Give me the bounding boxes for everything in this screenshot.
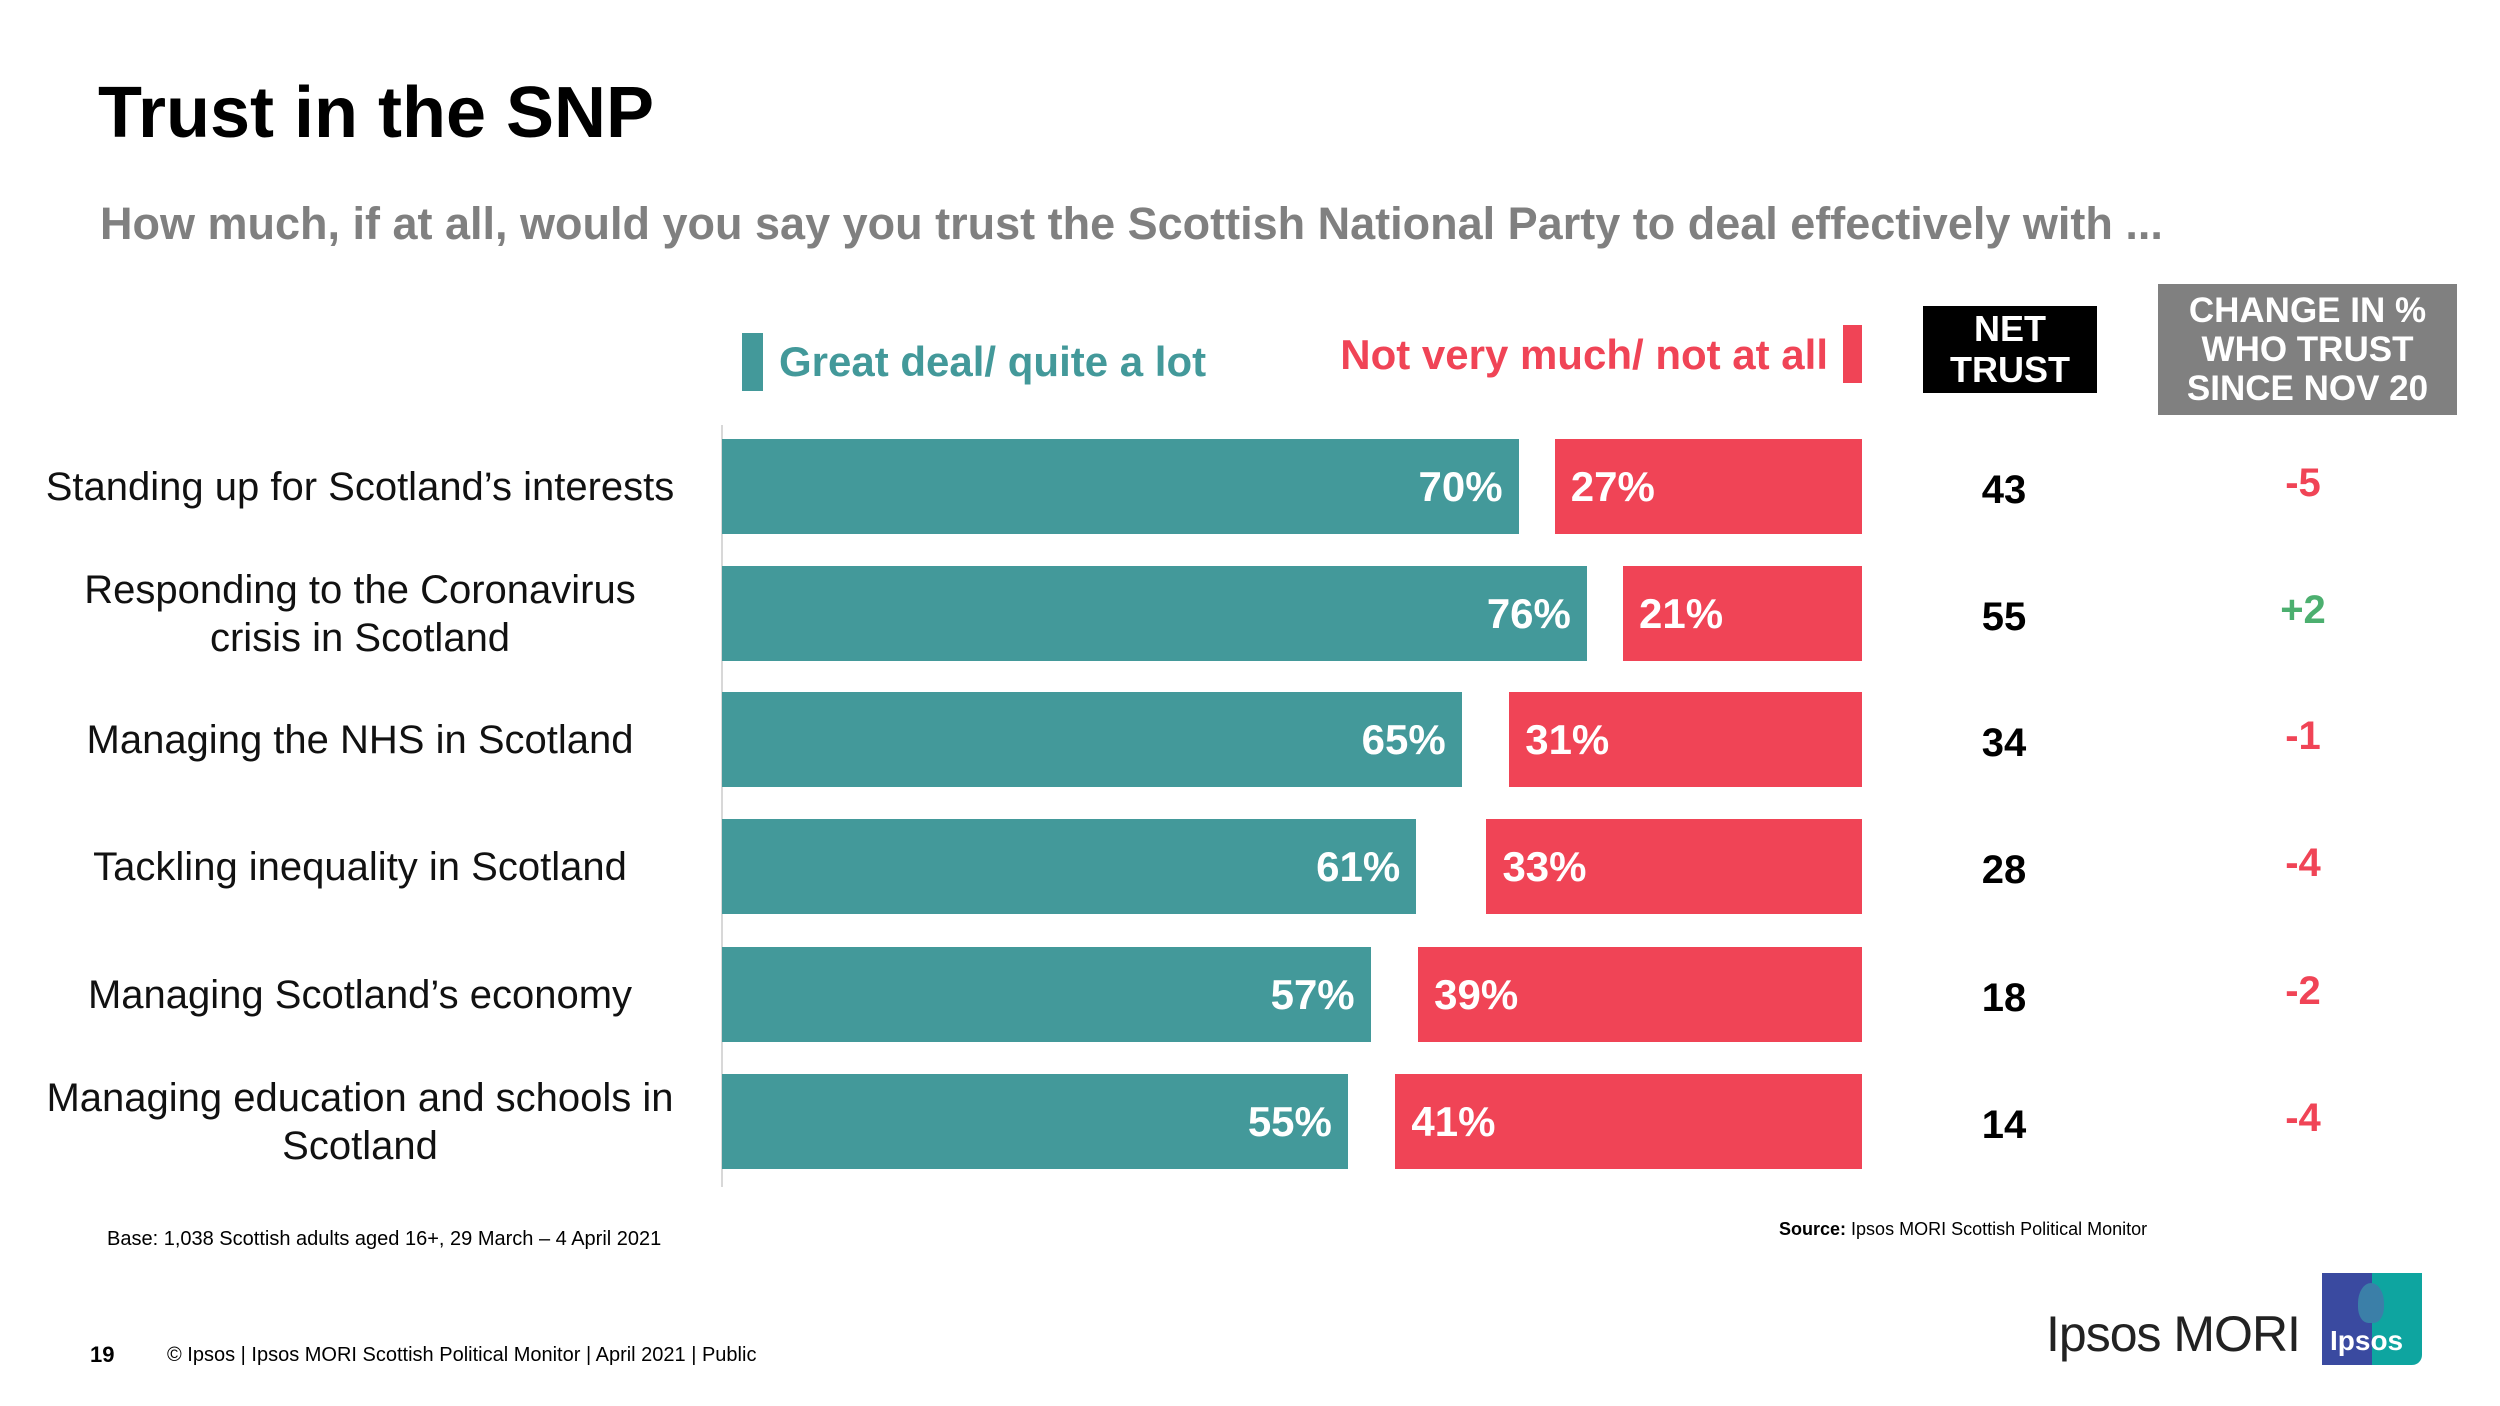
bar-trust: 57% bbox=[722, 947, 1371, 1042]
bar-distrust: 39% bbox=[1418, 947, 1862, 1042]
legend-label-distrust: Not very much/ not at all bbox=[1340, 331, 1828, 378]
net-trust-value: 55 bbox=[1981, 595, 2027, 639]
data-label-trust: 61% bbox=[1316, 842, 1401, 890]
bar-distrust: 21% bbox=[1623, 566, 1862, 661]
change-header-line: SINCE NOV 20 bbox=[2186, 369, 2429, 409]
bar-distrust: 33% bbox=[1486, 819, 1862, 914]
net-trust-header: NET TRUST bbox=[1923, 306, 2097, 393]
bar-trust: 61% bbox=[722, 819, 1417, 914]
category-axis-line bbox=[721, 425, 723, 1187]
legend-swatch-trust bbox=[742, 333, 763, 391]
bar-trust: 76% bbox=[722, 566, 1587, 661]
category-label: Standing up for Scotland’s interests bbox=[45, 464, 675, 509]
copyright: © Ipsos | Ipsos MORI Scottish Political … bbox=[167, 1344, 757, 1366]
legend-label-trust: Great deal/ quite a lot bbox=[779, 338, 1207, 385]
data-label-trust: 57% bbox=[1270, 970, 1355, 1018]
category-label: Managing Scotland’s economy bbox=[87, 972, 633, 1017]
data-label-distrust: 27% bbox=[1570, 462, 1655, 510]
change-header: CHANGE IN % WHO TRUST SINCE NOV 20 bbox=[2158, 284, 2457, 415]
source-text: Ipsos MORI Scottish Political Monitor bbox=[1851, 1219, 2148, 1239]
change-value: -5 bbox=[2285, 461, 2321, 505]
change-value: -1 bbox=[2285, 714, 2321, 758]
data-label-distrust: 39% bbox=[1434, 970, 1519, 1018]
ipsos-logo-head-icon bbox=[2358, 1283, 2384, 1323]
page-number: 19 bbox=[90, 1342, 115, 1367]
data-label-distrust: 41% bbox=[1411, 1097, 1496, 1145]
bar-trust: 65% bbox=[722, 692, 1462, 787]
legend-swatch-distrust bbox=[1843, 325, 1862, 383]
source-label: Source: bbox=[1779, 1219, 1847, 1239]
base-note: Base: 1,038 Scottish adults aged 16+, 29… bbox=[107, 1228, 662, 1250]
bar-trust: 55% bbox=[722, 1074, 1348, 1169]
net-trust-value: 28 bbox=[1981, 848, 2027, 892]
net-header-line: TRUST bbox=[1950, 348, 2070, 390]
change-value: -2 bbox=[2285, 969, 2321, 1013]
net-trust-value: 14 bbox=[1981, 1103, 2027, 1147]
data-label-distrust: 31% bbox=[1525, 715, 1610, 763]
bar-distrust: 27% bbox=[1554, 439, 1862, 534]
change-header-line: WHO TRUST bbox=[2201, 329, 2414, 369]
net-header-line: NET bbox=[1974, 308, 2046, 350]
net-trust-value: 34 bbox=[1981, 721, 2027, 765]
logo-text: Ipsos bbox=[2330, 1325, 2404, 1356]
change-value: +2 bbox=[2280, 588, 2326, 632]
page-subtitle: How much, if at all, would you say you t… bbox=[100, 198, 2163, 249]
category-label: Managing the NHS in Scotland bbox=[86, 717, 634, 762]
ipsos-logo: Ipsos bbox=[2322, 1273, 2422, 1365]
data-label-trust: 55% bbox=[1247, 1097, 1332, 1145]
net-trust-value: 18 bbox=[1981, 976, 2027, 1020]
brand-wordmark: Ipsos MORI bbox=[2046, 1306, 2301, 1362]
bar-distrust: 31% bbox=[1509, 692, 1862, 787]
category-label: Tackling inequality in Scotland bbox=[93, 844, 627, 889]
bar-trust: 70% bbox=[722, 439, 1519, 534]
data-label-trust: 70% bbox=[1418, 462, 1503, 510]
data-label-distrust: 33% bbox=[1502, 842, 1587, 890]
net-trust-value: 43 bbox=[1981, 468, 2027, 512]
change-header-line: CHANGE IN % bbox=[2188, 290, 2427, 330]
category-label: Responding to the Coronavirus crisis in … bbox=[84, 567, 636, 660]
page-title: Trust in the SNP bbox=[98, 73, 655, 153]
category-label: Managing education and schools in Scotla… bbox=[46, 1075, 674, 1168]
data-label-trust: 76% bbox=[1486, 589, 1571, 637]
bar-distrust: 41% bbox=[1395, 1074, 1862, 1169]
change-value: -4 bbox=[2285, 1096, 2321, 1140]
change-value: -4 bbox=[2285, 841, 2321, 885]
data-label-distrust: 21% bbox=[1639, 589, 1724, 637]
data-label-trust: 65% bbox=[1361, 715, 1446, 763]
source-note: Source: Ipsos MORI Scottish Political Mo… bbox=[1779, 1219, 2147, 1240]
